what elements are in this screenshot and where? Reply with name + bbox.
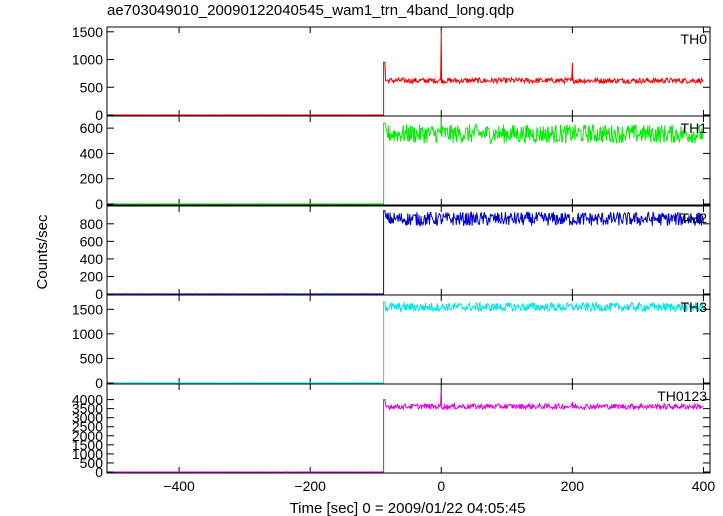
x-tick-label: −200 (294, 478, 326, 494)
chart-title: ae703049010_20090122040545_wam1_trn_4ban… (107, 2, 515, 19)
panel-th1: 0 200 400 600 TH1 (80, 115, 711, 212)
x-tick-label: 0 (437, 478, 445, 494)
series-line-th0123 (113, 385, 704, 473)
y-tick-label: 500 (80, 455, 104, 471)
x-tick-label: 400 (692, 478, 716, 494)
y-tick-label: 500 (80, 350, 104, 366)
y-tick-label: 2000 (72, 428, 103, 444)
y-tick-label: 0 (95, 286, 103, 302)
y-tick-label: 0 (95, 107, 103, 123)
panel-th3: 0 500 1000 1500 TH3 (72, 294, 711, 391)
y-tick-label: 1000 (72, 326, 103, 342)
y-tick-label: 600 (80, 120, 104, 136)
y-tick-label: 1000 (72, 52, 103, 68)
y-tick-label: 1500 (72, 24, 103, 40)
series-label-th2: TH2 (681, 210, 708, 226)
y-tick-label: 200 (80, 171, 104, 187)
y-tick-label: 400 (80, 145, 104, 161)
panel-frame (106, 115, 711, 206)
series-line-th0 (113, 28, 704, 116)
y-tick-label: 1500 (72, 437, 103, 453)
y-tick-label: 0 (95, 464, 103, 480)
y-tick-label: 500 (80, 79, 104, 95)
y-tick-label: 1500 (72, 301, 103, 317)
series-line-th1 (113, 116, 704, 205)
series-label-th0123: TH0123 (657, 388, 707, 404)
y-tick-label: 0 (95, 375, 103, 391)
panel-th0: 0 500 1000 1500 TH0 (72, 24, 711, 123)
y-axis-label: Counts/sec (34, 214, 51, 290)
y-tick-label: 4000 (72, 392, 103, 408)
y-tick-label: 2500 (72, 419, 103, 435)
panel-frame (106, 26, 711, 117)
y-tick-label: 3000 (72, 410, 103, 426)
y-tick-label: 200 (80, 268, 104, 284)
y-tick-label: 400 (80, 251, 104, 267)
series-label-th1: TH1 (681, 120, 708, 136)
x-axis-label: Time [sec] 0 = 2009/01/22 04:05:45 (290, 500, 526, 516)
x-tick-label: 200 (561, 478, 585, 494)
x-tick-label: −400 (163, 478, 195, 494)
y-tick-label: 3500 (72, 401, 103, 417)
y-tick-label: 1000 (72, 446, 103, 462)
panel-frame (106, 383, 711, 474)
y-tick-label: 800 (80, 216, 104, 232)
series-label-th3: TH3 (681, 299, 708, 315)
y-tick-label: 0 (95, 196, 103, 212)
series-line-th2 (113, 210, 704, 295)
series-line-th3 (113, 300, 704, 384)
y-tick-label: 600 (80, 233, 104, 249)
series-label-th0: TH0 (681, 31, 708, 47)
